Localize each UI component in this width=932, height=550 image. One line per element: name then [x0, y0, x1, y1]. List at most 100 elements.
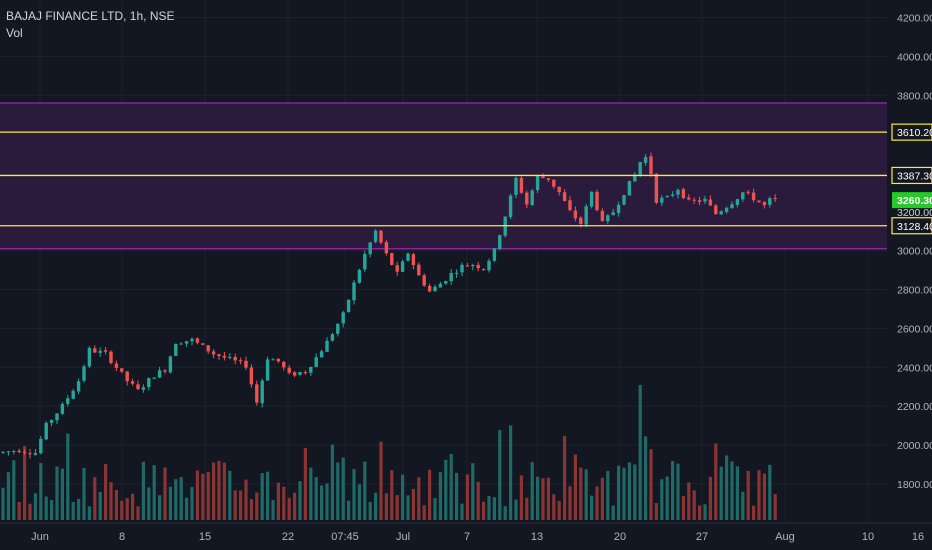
volume-bar — [233, 490, 237, 520]
level-price-tag — [891, 217, 932, 235]
candle-body — [363, 253, 367, 270]
volume-bar — [185, 497, 189, 520]
volume-bar — [320, 485, 324, 520]
candle-body — [525, 192, 529, 205]
horizontal-levels — [0, 131, 887, 227]
candle-body — [39, 438, 43, 454]
candle-body — [244, 360, 248, 368]
volume-bar — [12, 460, 16, 520]
candle-body — [481, 268, 486, 270]
candle-body — [724, 207, 729, 212]
volume-bars — [1, 385, 777, 520]
volume-bar — [271, 500, 275, 520]
x-tick-label: 16 — [912, 531, 924, 543]
candle-body — [141, 387, 146, 390]
volume-bar — [649, 449, 653, 520]
volume-bar — [104, 463, 108, 520]
candle-body — [417, 264, 421, 276]
volume-bar — [352, 469, 356, 520]
candle-body — [22, 451, 27, 453]
volume-bar — [23, 446, 27, 520]
volume-bar — [255, 492, 259, 520]
volume-bar — [120, 500, 124, 520]
candle-body — [681, 189, 686, 199]
candle-body — [633, 174, 637, 182]
volume-bar — [676, 463, 680, 520]
candle-body — [568, 200, 572, 211]
candle-body — [692, 199, 696, 201]
volume-bar — [163, 467, 167, 520]
volume-bar — [590, 495, 594, 520]
volume-bar — [336, 462, 340, 520]
x-tick-label: 10 — [862, 531, 874, 543]
candle-body — [314, 357, 318, 368]
candle-body — [627, 180, 632, 196]
candle-body — [120, 368, 124, 372]
volume-bar — [530, 462, 534, 520]
candle-body — [433, 286, 437, 292]
candle-body — [28, 453, 32, 455]
volume-bar — [633, 464, 637, 520]
last-price-tag — [892, 192, 932, 209]
symbol-title[interactable]: BAJAJ FINANCE LTD, 1h, NSE — [6, 9, 175, 23]
volume-bar — [152, 465, 156, 520]
x-tick-label: 27 — [696, 531, 708, 543]
price-axis[interactable]: 1800.00 2000.00 2200.00 2400.00 2600.00 2800.… — [891, 13, 932, 491]
candle-body — [395, 265, 399, 272]
volume-bar — [557, 501, 561, 520]
candle-body — [708, 199, 713, 206]
volume-bar — [287, 497, 291, 520]
candle-body — [222, 355, 227, 358]
candle-body — [184, 341, 189, 344]
volume-bar — [114, 489, 118, 520]
volume-bar — [681, 496, 685, 520]
candle-body — [287, 367, 291, 373]
x-tick-label: Jul — [396, 531, 410, 543]
volume-bar — [422, 505, 426, 520]
candle-body — [741, 192, 745, 200]
x-tick-label: 15 — [199, 531, 211, 543]
volume-bar — [465, 474, 469, 520]
candle-body — [606, 215, 610, 222]
candle-body — [762, 202, 767, 206]
volume-bar — [509, 425, 513, 520]
candle-body — [670, 194, 675, 196]
candle-body — [309, 366, 313, 373]
grid-lines — [0, 0, 887, 522]
volume-bar — [368, 501, 372, 520]
volume-indicator-label[interactable]: Vol — [6, 26, 23, 40]
candle-body — [573, 210, 578, 219]
volume-bar — [201, 473, 205, 520]
volume-bar — [314, 477, 318, 520]
volume-bar — [714, 443, 718, 520]
candle-body — [265, 359, 270, 381]
volume-bar — [773, 494, 777, 520]
candle-body — [33, 453, 38, 455]
volume-bar — [50, 500, 54, 520]
candle-body — [292, 372, 297, 376]
candle-body — [1, 451, 5, 453]
y-tick-label: 2600.00 — [897, 323, 932, 335]
volume-bar — [703, 504, 707, 520]
chart-legend: BAJAJ FINANCE LTD, 1h, NSE Vol — [6, 8, 175, 42]
volume-bar — [476, 481, 480, 520]
candle-body — [444, 281, 448, 284]
volume-bar — [536, 476, 540, 520]
volume-bar — [752, 505, 756, 520]
volume-bar — [77, 498, 81, 520]
candle-body — [168, 356, 173, 373]
candle-body — [768, 198, 772, 205]
volume-bar — [66, 433, 70, 520]
volume-bar — [341, 457, 345, 520]
candle-body — [260, 380, 264, 404]
candle-body — [384, 242, 389, 254]
x-tick-label: 13 — [531, 531, 543, 543]
candle-body — [649, 156, 653, 175]
candle-body — [179, 343, 183, 345]
candle-body — [87, 347, 92, 367]
candle-body — [476, 264, 480, 269]
volume-bar — [125, 498, 129, 520]
time-axis[interactable]: Jun 8 15 22 07:45 Jul 7 13 20 27 Aug 10 16 — [0, 522, 932, 543]
level-price-tag — [891, 123, 932, 141]
